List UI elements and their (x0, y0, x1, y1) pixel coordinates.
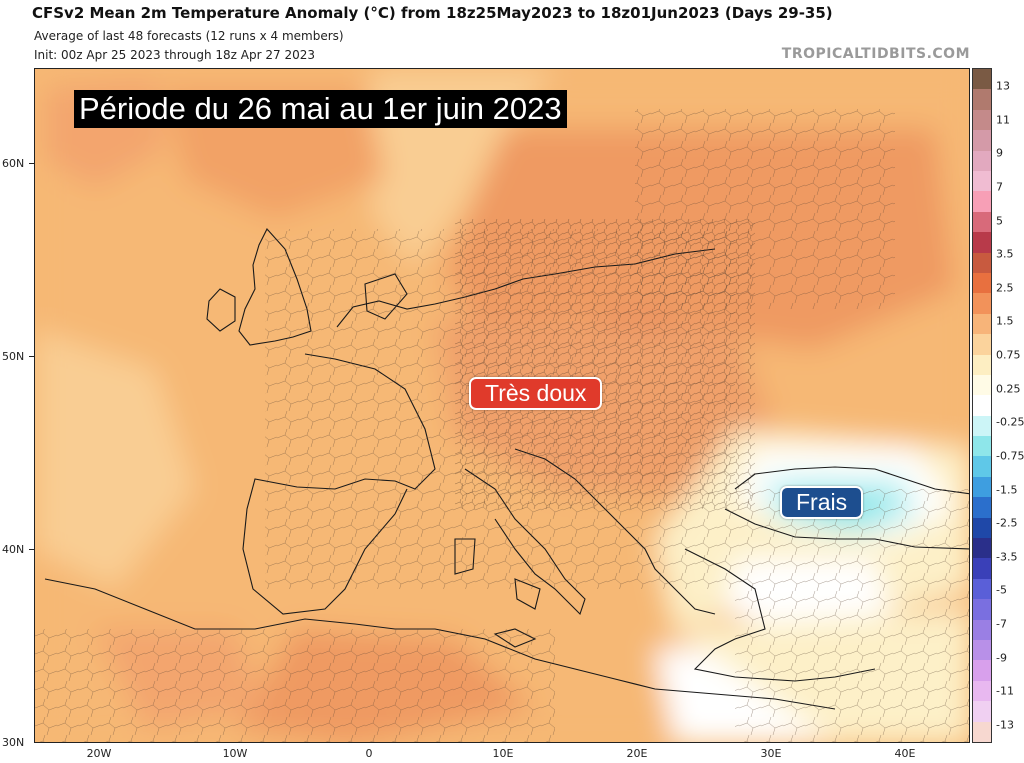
lat-label-50n: 50N (2, 350, 25, 363)
colorbar-tick-label: -7 (996, 617, 1007, 631)
colorbar-segment (973, 334, 991, 355)
lon-label-0: 0 (365, 747, 373, 760)
colorbar-segment (973, 415, 991, 437)
colorbar-segment (973, 701, 991, 723)
lon-label-30e: 30E (760, 747, 782, 760)
colorbar-segment (973, 680, 991, 702)
colorbar-tick-label: -5 (996, 583, 1007, 597)
colorbar-segment (973, 619, 991, 641)
colorbar-tick-label: -2.5 (996, 516, 1018, 530)
init-info: Init: 00z Apr 25 2023 through 18z Apr 27… (34, 48, 315, 62)
colorbar-tick-label: 13 (996, 79, 1010, 93)
colorbar-segment (973, 436, 991, 457)
colorbar-segment (973, 232, 991, 254)
lon-label-20w: 20W (86, 747, 112, 760)
colorbar-tick-label: -0.75 (996, 449, 1024, 463)
colorbar-segment (973, 640, 991, 661)
colorbar-tick-label: 7 (996, 180, 1003, 194)
colorbar-tick-label: -9 (996, 651, 1007, 665)
cool-anomaly-label: Frais (780, 486, 864, 519)
colorbar-segment (973, 456, 991, 478)
colorbar-segment (973, 374, 991, 396)
lon-label-20e: 20E (626, 747, 648, 760)
lon-label-10e: 10E (492, 747, 514, 760)
colorbar (972, 68, 992, 743)
colorbar-tick-label: 1.5 (996, 314, 1014, 328)
admin-borders-africa (35, 629, 555, 742)
colorbar-tick-label: -0.25 (996, 415, 1024, 429)
colorbar-segment (973, 89, 991, 111)
colorbar-segment (973, 150, 991, 172)
colorbar-tick-label: 9 (996, 146, 1003, 160)
colorbar-segment (973, 170, 991, 192)
colorbar-tick-label: -11 (996, 684, 1014, 698)
colorbar-tick-label: -3.5 (996, 550, 1018, 564)
admin-borders-southeast (735, 489, 969, 742)
colorbar-segment (973, 211, 991, 233)
colorbar-tick-label: 5 (996, 214, 1003, 228)
colorbar-tick-label: 2.5 (996, 281, 1014, 295)
colorbar-tick-label: 11 (996, 113, 1010, 127)
colorbar-segment (973, 69, 991, 90)
brand-watermark: TROPICALTIDBITS.COM (781, 46, 970, 62)
colorbar-segment (973, 313, 991, 335)
colorbar-segment (973, 272, 991, 294)
lon-label-40e: 40E (894, 747, 916, 760)
colorbar-segment (973, 497, 991, 519)
colorbar-segment (973, 599, 991, 621)
colorbar-tick-label: 0.25 (996, 382, 1021, 396)
colorbar-tick-label: -1.5 (996, 483, 1018, 497)
colorbar-segment (973, 395, 991, 417)
chart-title: CFSv2 Mean 2m Temperature Anomaly (°C) f… (32, 4, 833, 22)
colorbar-segment (973, 354, 991, 376)
colorbar-tick-label: -13 (996, 718, 1014, 732)
period-caption: Période du 26 mai au 1er juin 2023 (74, 90, 567, 128)
lat-tick (29, 549, 34, 550)
colorbar-segment (973, 191, 991, 213)
colorbar-segment (973, 558, 991, 580)
lat-label-40n: 40N (2, 543, 25, 556)
colorbar-segment (973, 538, 991, 559)
colorbar-segment (973, 721, 991, 743)
chart-subtitle: Average of last 48 forecasts (12 runs x … (34, 29, 344, 43)
lat-label-60n: 60N (2, 157, 25, 170)
colorbar-segment (973, 476, 991, 498)
lon-label-10w: 10W (222, 747, 248, 760)
colorbar-segment (973, 130, 991, 152)
admin-borders-east (635, 109, 895, 309)
colorbar-segment (973, 109, 991, 131)
colorbar-segment (973, 578, 991, 600)
colorbar-tick-label: 0.75 (996, 348, 1021, 362)
colorbar-segment (973, 252, 991, 274)
colorbar-segment (973, 660, 991, 682)
colorbar-tick-label: 3.5 (996, 247, 1014, 261)
lat-label-30n: 30N (2, 736, 25, 749)
lat-tick (29, 356, 34, 357)
lat-tick (29, 163, 34, 164)
colorbar-segment (973, 517, 991, 539)
warm-anomaly-label: Très doux (469, 377, 603, 410)
colorbar-segment (973, 293, 991, 315)
